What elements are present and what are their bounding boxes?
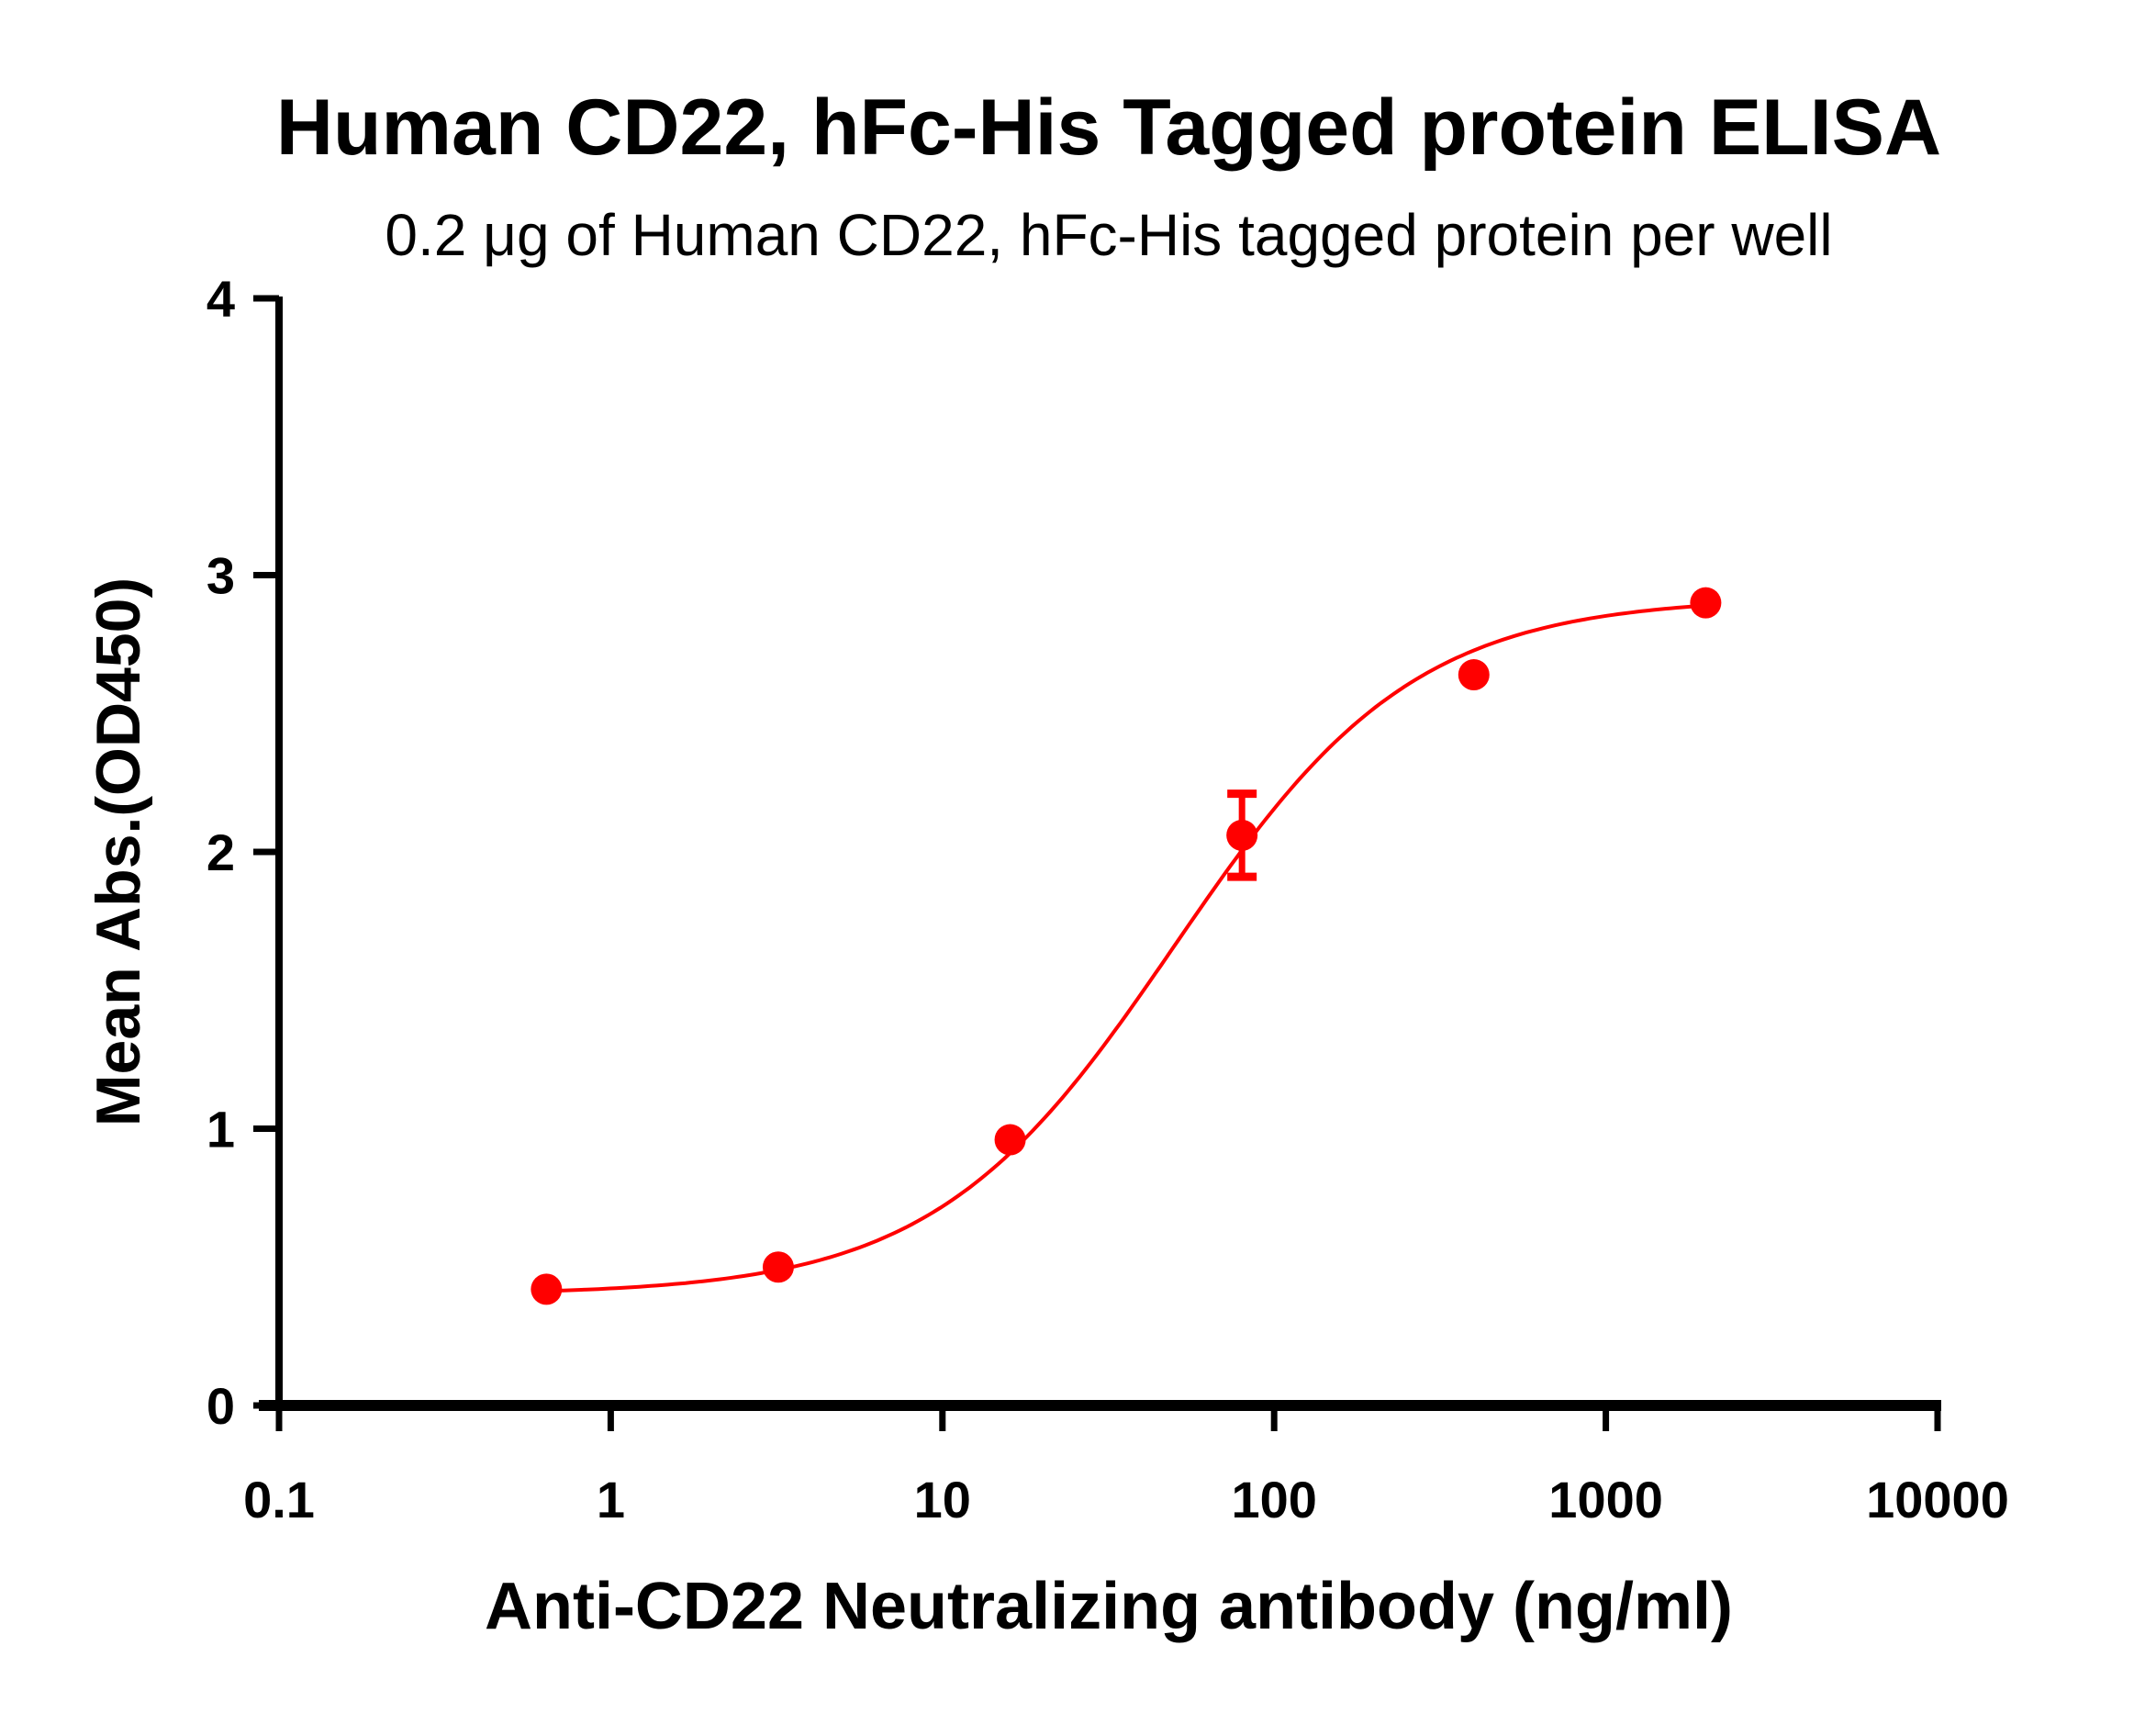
y-tick-label: 2 [207, 823, 235, 881]
fit-curve [546, 603, 1706, 1293]
y-axis-label: Mean Abs.(OD450) [84, 577, 153, 1126]
chart-subtitle: 0.2 μg of Human CD22, hFc-His tagged pro… [385, 202, 1832, 268]
y-tick-label: 0 [207, 1377, 235, 1435]
x-tick-label: 100 [1231, 1471, 1316, 1528]
data-point [531, 1273, 563, 1305]
x-tick-label: 10 [914, 1471, 971, 1528]
data-point [762, 1251, 794, 1283]
x-axis-label: Anti-CD22 Neutralizing antibody (ng/ml) [485, 1570, 1733, 1643]
data-point [994, 1124, 1026, 1156]
x-tick-label: 1000 [1548, 1471, 1663, 1528]
x-tick-label: 1 [597, 1471, 625, 1528]
x-tick-label: 10000 [1866, 1471, 2009, 1528]
y-tick-label: 4 [207, 270, 235, 328]
data-point [1226, 819, 1258, 851]
x-tick-label: 0.1 [243, 1471, 315, 1528]
y-tick-label: 3 [207, 547, 235, 605]
chart-title: Human CD22, hFc-His Tagged protein ELISA [276, 84, 1941, 172]
data-point [1458, 659, 1490, 691]
y-tick-label: 1 [207, 1101, 235, 1159]
data-point [1690, 587, 1722, 619]
